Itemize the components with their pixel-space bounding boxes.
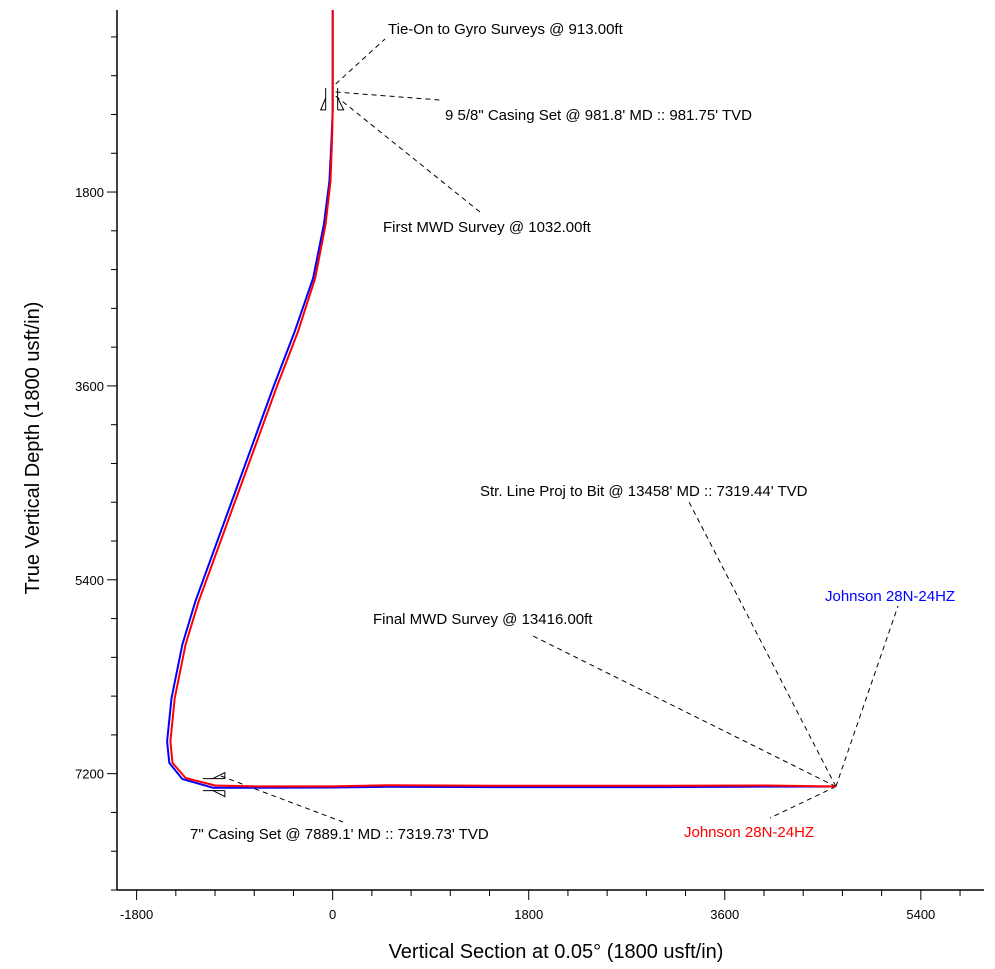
leader-final-mwd <box>532 635 837 787</box>
y-tick-label: 7200 <box>75 767 104 782</box>
x-tick-label: 0 <box>329 907 336 922</box>
annotation-casing-9-5-8: 9 5/8" Casing Set @ 981.8' MD :: 981.75'… <box>445 107 752 124</box>
legend-label-blue: Johnson 28N-24HZ <box>825 588 955 605</box>
casing-marker-triangle <box>212 790 226 798</box>
series-line-red <box>169 10 836 788</box>
casing-markers <box>202 87 345 798</box>
y-tick-label: 1800 <box>75 185 104 200</box>
x-axis-label: Vertical Section at 0.05° (1800 usft/in) <box>389 941 724 963</box>
axes <box>116 10 984 891</box>
x-tick-label: 5400 <box>906 907 935 922</box>
leader-str-line-proj <box>687 499 837 787</box>
legend-label-red: Johnson 28N-24HZ <box>684 824 814 841</box>
casing-marker-triangle <box>212 771 226 780</box>
series-line-blue <box>166 10 836 789</box>
annotation-first-mwd: First MWD Survey @ 1032.00ft <box>383 219 592 236</box>
y-tick-label: 3600 <box>75 379 104 394</box>
series-group <box>166 10 836 789</box>
leader-legend-blue <box>835 605 899 787</box>
x-tick-label: 3600 <box>710 907 739 922</box>
annotation-str-line-proj: Str. Line Proj to Bit @ 13458' MD :: 731… <box>480 483 808 500</box>
casing-marker-triangle <box>319 97 327 111</box>
leader-casing-7 <box>220 775 344 823</box>
text-labels: True Vertical Depth (1800 usft/in) Verti… <box>22 21 955 963</box>
annotation-leaders <box>220 38 899 823</box>
leader-first-mwd <box>335 95 481 213</box>
leader-legend-red <box>769 786 837 819</box>
annotation-tie-on: Tie-On to Gyro Surveys @ 913.00ft <box>388 21 624 38</box>
annotation-casing-7: 7" Casing Set @ 7889.1' MD :: 7319.73' T… <box>190 826 489 843</box>
x-tick-label: -1800 <box>120 907 153 922</box>
y-axis-label: True Vertical Depth (1800 usft/in) <box>22 302 44 595</box>
leader-tie-on <box>335 38 386 85</box>
x-tick-label: 1800 <box>514 907 543 922</box>
ticks: -1800 0 1800 3600 5400 1800 3600 5400 7200 <box>75 36 961 922</box>
y-tick-label: 5400 <box>75 573 104 588</box>
leader-casing-9-5-8 <box>335 91 441 101</box>
annotation-final-mwd: Final MWD Survey @ 13416.00ft <box>373 611 593 628</box>
casing-marker-triangle <box>337 97 345 111</box>
